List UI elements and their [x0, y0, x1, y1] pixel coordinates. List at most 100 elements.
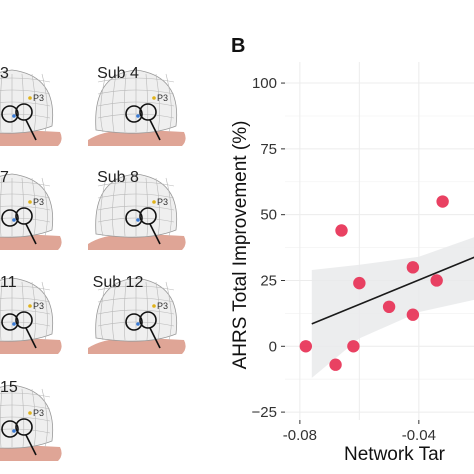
head-map: P3 Sub 4: [88, 65, 186, 146]
subject-label: 7: [0, 169, 9, 186]
y-tick-label: 50: [260, 207, 277, 224]
scalp-mesh-line: [31, 388, 36, 448]
scalp-mesh-line: [21, 388, 25, 448]
regression-line: [311, 256, 474, 325]
scalp-mesh-line: [0, 89, 51, 95]
p3-marker: [152, 200, 156, 204]
subject-label: 11: [0, 274, 17, 291]
coil-ring: [1, 209, 19, 227]
target-marker: [136, 114, 140, 118]
scalp-mesh-line: [0, 205, 51, 211]
subject-label: Sub 12: [93, 274, 144, 291]
shoulder-shape: [88, 337, 186, 354]
scalp-mesh-line: [155, 73, 160, 133]
shoulder-shape: [0, 129, 62, 146]
subject-label: 3: [0, 65, 9, 82]
scalp-mesh-line: [21, 177, 25, 237]
coil-ring: [125, 313, 143, 331]
scalp-mesh-line: [0, 388, 3, 448]
scalp-mesh-line: [0, 281, 3, 341]
data-point: [382, 300, 396, 314]
head-map: P3 15: [0, 379, 62, 461]
p3-marker: [28, 200, 32, 204]
y-tick-label: 75: [260, 141, 277, 158]
x-axis-title: Network Tar: [344, 444, 446, 465]
head-map: P3 Sub 8: [88, 169, 186, 250]
coil-ring: [1, 420, 19, 438]
shoulder-shape: [88, 129, 186, 146]
p3-marker: [28, 304, 32, 308]
coil-ring: [1, 105, 19, 123]
scalp-mesh-line: [112, 177, 117, 237]
coil-ring: [125, 209, 143, 227]
coil-ring: [139, 207, 157, 225]
scalp-mesh-line: [97, 297, 175, 303]
scalp-mesh-line: [0, 181, 51, 187]
scalp-mesh-line: [97, 113, 175, 119]
shoulder-shape: [0, 444, 62, 461]
scalp-mesh-line: [31, 177, 36, 237]
scalp-mesh-line: [41, 281, 48, 341]
coil-handle: [149, 119, 161, 141]
data-point: [436, 195, 449, 208]
data-point: [347, 340, 360, 353]
shoulder-shape: [0, 233, 62, 250]
p3-label: P3: [157, 301, 168, 311]
coil-handle: [25, 119, 37, 141]
coil-ring: [125, 105, 143, 123]
data-point: [299, 340, 313, 353]
scalp-mesh-line: [0, 285, 51, 291]
target-marker: [136, 322, 140, 326]
coil-ring: [1, 313, 19, 331]
scalp-mesh-line: [123, 281, 127, 341]
scalp-mesh-line: [100, 73, 107, 133]
scalp-mesh-line: [145, 177, 149, 237]
coil-ring: [15, 418, 33, 436]
scalp-mesh-line: [123, 73, 127, 133]
target-marker: [12, 218, 16, 222]
scalp-mesh-line: [0, 404, 51, 410]
scalp-mesh-line: [0, 73, 3, 133]
data-point: [353, 276, 366, 290]
scalp-mesh-line: [0, 416, 51, 422]
target-marker: [12, 429, 16, 433]
scalp-mesh-line: [100, 177, 107, 237]
y-tick-label: 25: [260, 272, 277, 289]
scalp-mesh-line: [97, 101, 175, 107]
data-points: [299, 195, 449, 371]
x-tick-label: -0.04: [402, 427, 436, 444]
scalp-mesh-line: [145, 281, 149, 341]
head-map: P3 Sub 12: [88, 274, 186, 354]
p3-label: P3: [33, 408, 44, 418]
coil-handle: [149, 327, 161, 349]
scalp-mesh-line: [41, 177, 48, 237]
scalp-mesh-line: [100, 281, 107, 341]
scalp-mesh-line: [112, 73, 117, 133]
target-marker: [136, 218, 140, 222]
scalp-mesh-line: [0, 321, 51, 327]
data-point: [329, 358, 342, 371]
panel-b-letter: B: [231, 35, 245, 57]
scalp-mesh-line: [0, 113, 51, 119]
x-tick-label: -0.08: [283, 427, 317, 444]
scalp-mesh-line: [145, 73, 149, 133]
subject-label: Sub 8: [97, 169, 139, 186]
coil-ring: [139, 311, 157, 329]
scalp-mesh-line: [0, 309, 51, 315]
scalp-mesh-line: [0, 77, 51, 83]
scalp-mesh-line: [97, 285, 175, 291]
scalp-mesh-line: [41, 73, 48, 133]
coil-handle: [149, 223, 161, 245]
x-axis-ticks: -0.08 -0.04: [283, 420, 436, 444]
coil-ring: [15, 103, 33, 121]
scalp-mesh-line: [155, 177, 160, 237]
y-tick-label: 0: [269, 338, 277, 355]
p3-marker: [152, 304, 156, 308]
p3-marker: [152, 96, 156, 100]
scalp-mesh-line: [165, 73, 172, 133]
scalp-mesh-line: [97, 205, 175, 211]
y-axis-ticks: −25 0 25 50 75 100: [252, 75, 285, 421]
coil-handle: [25, 434, 37, 456]
head-map: P3 3: [0, 65, 62, 146]
